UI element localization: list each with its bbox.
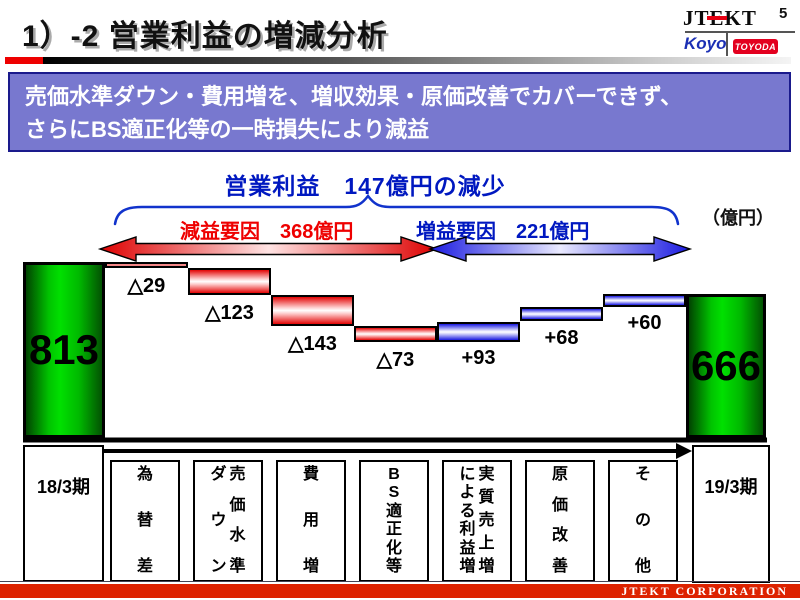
waterfall-value-5: +93 [461,346,496,369]
category-box-7: その他 [608,460,678,582]
category-box-5: 実質売上増による利益増 [442,460,512,582]
waterfall-value-3: △143 [288,332,337,355]
waterfall-bar-5 [437,321,520,342]
waterfall-bar-6 [520,306,603,322]
end-total-bar: 666 [686,293,766,438]
label-column: 為替差 [136,466,153,575]
waterfall-bar-4 [354,325,437,342]
koyo-logo: Koyo [684,34,727,53]
start-total-bar: 813 [23,262,105,438]
waterfall-value-4: △73 [376,348,415,371]
waterfall-value-7: +60 [627,311,662,334]
waterfall-bar-3 [271,294,354,326]
page-title: 1）-2 営業利益の増減分析 [22,20,388,53]
period-box-end: 19/3期 [692,445,770,583]
label-column: 実質売上増 [478,466,495,575]
summary-banner-line1: 売価水準ダウン・費用増を、増収効果・原価改善でカバーできず、 [25,84,683,109]
period-box-start: 18/3期 [23,445,104,582]
summary-banner: 売価水準ダウン・費用増を、増収効果・原価改善でカバーできず、 さらにBS適正化等… [8,72,791,152]
category-box-6: 原価改善 [525,460,595,582]
increase-factor-label: 増益要因 221億円 [416,221,590,243]
waterfall-value-1: △29 [127,275,166,298]
label-column: 原価改善 [551,466,568,575]
category-box-3: 費用増 [276,460,346,582]
label-column: その他 [634,466,651,575]
page-number: 5 [779,5,788,22]
toyoda-logo-badge: TOYODA [733,39,778,54]
waterfall-bar-7 [603,293,686,307]
footer-divider [0,581,800,582]
chart-total-change-label: 営業利益 147億円の減少 [224,173,506,199]
waterfall-bar-2 [188,268,271,295]
summary-banner-line2: さらにBS適正化等の一時損失により減益 [25,117,430,142]
unit-label: （億円） [702,208,774,228]
label-column: ダウン [210,466,227,575]
title-underline-gradient [43,57,791,64]
footer-company-bar: JTEKT CORPORATION [0,584,800,598]
waterfall-bar-1 [105,262,188,269]
title-underline-red [5,57,43,64]
decrease-factor-label: 減益要因 368億円 [180,221,354,243]
time-axis-arrowhead-icon [676,443,692,459]
jtekt-logo-red-dash-icon [707,16,727,20]
category-box-2: 売価水準ダウン [193,460,263,582]
label-column: による利益増 [459,466,476,575]
waterfall-value-6: +68 [544,326,579,349]
logo-divider-vertical [726,31,728,56]
waterfall-value-2: △123 [205,301,254,324]
label-column: 費用増 [302,466,319,575]
label-column: 売価水準 [229,466,246,575]
logo-divider-horizontal [685,31,795,33]
category-box-1: 為替差 [110,460,180,582]
